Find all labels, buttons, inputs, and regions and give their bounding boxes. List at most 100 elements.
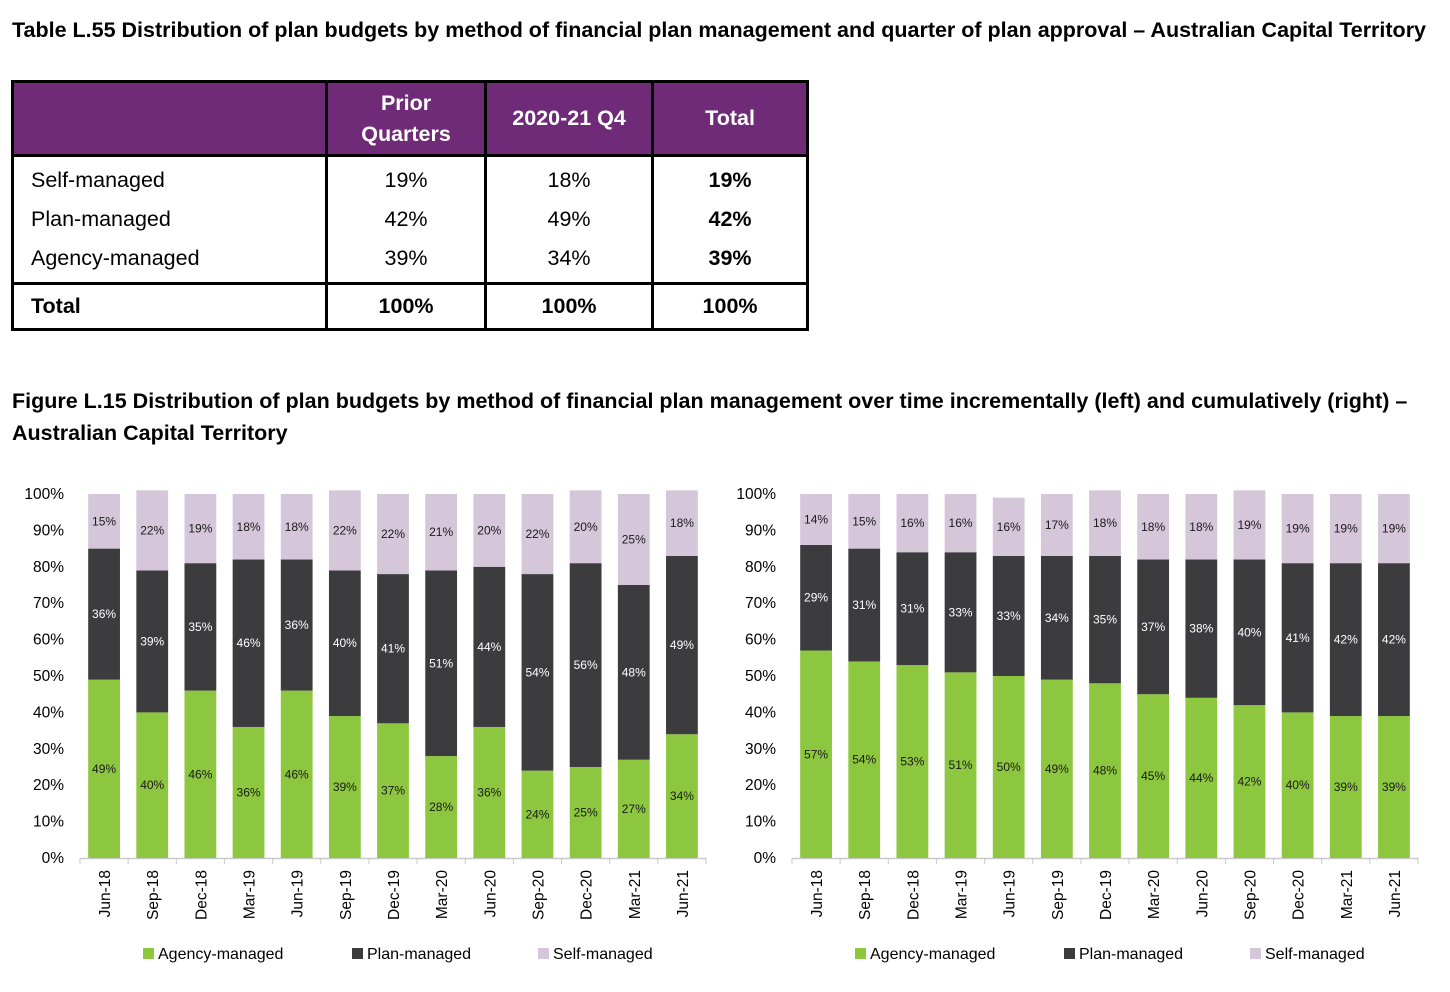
- cell-total: 19%: [651, 155, 809, 200]
- cell-total: 42%: [651, 200, 809, 239]
- data-label-plan-managed: 40%: [1237, 625, 1261, 639]
- data-label-self-managed: 19%: [1237, 518, 1261, 532]
- cell-total: 39%: [651, 239, 809, 284]
- data-label-agency-managed: 49%: [1045, 762, 1069, 776]
- row-label: Plan-managed: [10, 200, 329, 239]
- y-tick-label: 20%: [33, 777, 64, 794]
- data-label-plan-managed: 48%: [622, 665, 646, 679]
- data-label-plan-managed: 42%: [1382, 633, 1406, 647]
- bar-agency-managed: [1040, 679, 1073, 858]
- data-label-self-managed: 18%: [237, 520, 261, 534]
- bar-plan-managed: [1378, 563, 1410, 717]
- data-label-plan-managed: 49%: [670, 638, 694, 652]
- bar-plan-managed: [1040, 555, 1073, 680]
- x-tick-label: Mar-20: [1146, 870, 1163, 919]
- x-tick-label: Dec-18: [905, 870, 922, 920]
- data-label-self-managed: 22%: [381, 527, 405, 541]
- bar-self-managed: [425, 494, 458, 571]
- data-label-plan-managed: 36%: [92, 607, 116, 621]
- bar-self-managed: [1040, 494, 1073, 556]
- table-header-row: Prior Quarters 2020-21 Q4 Total: [10, 80, 809, 157]
- bar-self-managed: [1378, 494, 1410, 564]
- data-label-self-managed: 16%: [900, 516, 924, 530]
- bar-self-managed: [1137, 494, 1170, 560]
- bar-self-managed: [232, 494, 265, 560]
- data-label-agency-managed: 50%: [997, 760, 1021, 774]
- legend-swatch: [1064, 948, 1075, 959]
- bar-self-managed: [666, 490, 698, 556]
- bar-self-managed: [800, 494, 832, 545]
- data-label-plan-managed: 42%: [1334, 633, 1358, 647]
- bar-agency-managed: [617, 759, 650, 858]
- x-tick-label: Dec-18: [193, 870, 210, 920]
- legend-item-agency-managed: Agency-managed: [855, 946, 995, 963]
- x-tick-label: Jun-20: [1194, 870, 1211, 918]
- y-tick-label: 60%: [745, 632, 776, 649]
- bar-agency-managed: [377, 723, 409, 858]
- legend-label: Plan-managed: [367, 946, 471, 963]
- bar-plan-managed: [377, 574, 409, 724]
- header-cell-2020-21-q4: 2020-21 Q4: [483, 80, 655, 157]
- table-row-plan-managed: Plan-managed 42% 49% 42%: [10, 200, 809, 239]
- y-tick-label: 80%: [33, 559, 64, 576]
- bar-self-managed: [377, 494, 409, 575]
- x-tick-label: Mar-19: [954, 870, 971, 919]
- x-tick-label: Mar-20: [434, 870, 451, 919]
- data-label-plan-managed: 29%: [804, 591, 828, 605]
- data-label-self-managed: 15%: [852, 514, 876, 528]
- legend-swatch: [1250, 948, 1261, 959]
- data-label-self-managed: 14%: [804, 512, 828, 526]
- y-tick-label: 100%: [24, 486, 64, 503]
- bar-plan-managed: [848, 548, 881, 662]
- x-tick-label: Jun-18: [809, 870, 826, 917]
- x-tick-label: Mar-19: [242, 870, 259, 919]
- x-tick-label: Jun-18: [97, 870, 114, 917]
- table-row-self-managed: Self-managed 19% 18% 19%: [10, 155, 809, 200]
- budget-distribution-table: Prior Quarters 2020-21 Q4 Total Self-man…: [10, 80, 809, 331]
- data-label-agency-managed: 36%: [237, 785, 261, 799]
- x-tick-label: Sep-19: [338, 870, 355, 920]
- data-label-self-managed: 21%: [429, 525, 453, 539]
- legend-swatch: [143, 948, 154, 959]
- legend-item-self-managed: Self-managed: [538, 946, 653, 963]
- data-label-plan-managed: 54%: [525, 665, 549, 679]
- data-label-plan-managed: 31%: [900, 602, 924, 616]
- data-label-agency-managed: 45%: [1141, 769, 1165, 783]
- bar-agency-managed: [848, 661, 881, 858]
- y-tick-label: 40%: [745, 704, 776, 721]
- bar-self-managed: [136, 490, 169, 571]
- header-cell-total: Total: [651, 80, 809, 157]
- data-label-agency-managed: 28%: [429, 800, 453, 814]
- data-label-self-managed: 18%: [1189, 520, 1213, 534]
- y-tick-label: 60%: [33, 632, 64, 649]
- x-tick-label: Sep-20: [1242, 870, 1259, 920]
- bar-agency-managed: [280, 690, 313, 858]
- incremental-stacked-bar-chart: 0% 10% 20% 30% 40% 50% 60% 70% 80% 90% 100% 49% 36% 1…: [24, 486, 707, 963]
- row-label: Self-managed: [10, 155, 329, 200]
- data-label-plan-managed: 35%: [1093, 613, 1117, 627]
- x-tick-label: Sep-19: [1050, 870, 1067, 920]
- data-label-self-managed: 20%: [477, 523, 501, 537]
- legend-item-plan-managed: Plan-managed: [1064, 946, 1183, 963]
- y-tick-label: 40%: [33, 704, 64, 721]
- bar-agency-managed: [1281, 712, 1314, 858]
- header-cell-prior-quarters: Prior Quarters: [325, 80, 487, 157]
- header-cell-blank: [10, 80, 329, 157]
- table-title: Table L.55 Distribution of plan budgets …: [12, 18, 1427, 42]
- bar-plan-managed: [992, 555, 1025, 676]
- bar-plan-managed: [1281, 563, 1314, 713]
- x-tick-label: Mar-21: [627, 870, 644, 919]
- y-tick-label: 10%: [745, 814, 776, 831]
- data-label-agency-managed: 36%: [477, 785, 501, 799]
- data-label-self-managed: 17%: [1045, 518, 1069, 532]
- bar-self-managed: [184, 494, 217, 564]
- x-tick-label: Jun-20: [482, 870, 499, 918]
- bar-self-managed: [1233, 490, 1266, 560]
- data-label-agency-managed: 40%: [140, 778, 164, 792]
- y-tick-label: 0%: [754, 850, 777, 867]
- bar-plan-managed: [1185, 559, 1218, 698]
- data-label-plan-managed: 33%: [949, 605, 973, 619]
- data-label-self-managed: 18%: [1141, 520, 1165, 534]
- bar-self-managed: [848, 494, 881, 549]
- legend-label: Plan-managed: [1079, 946, 1183, 963]
